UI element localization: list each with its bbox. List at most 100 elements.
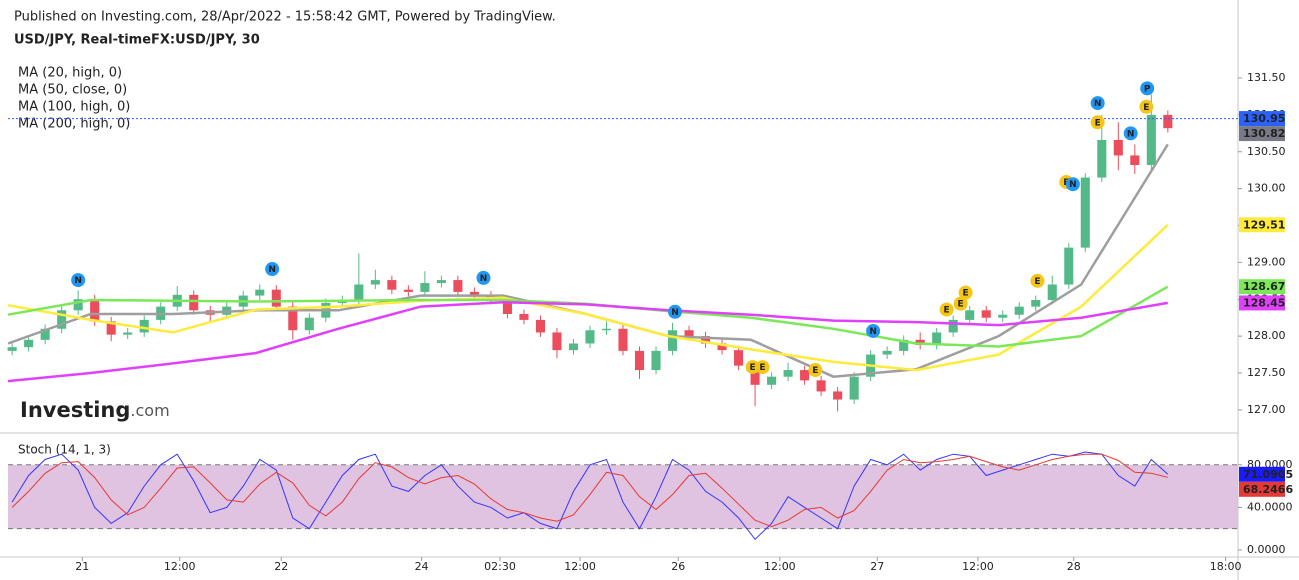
event-marker [1090,115,1105,130]
candle-body [1113,139,1123,156]
event-label: N [480,274,488,284]
candle-body [783,370,793,377]
ma-last-label: 129.51 [1243,218,1285,231]
event-label: N [1094,99,1102,109]
stoch-last-label-bg [1239,466,1285,482]
event-label: N [268,265,276,275]
event-label: E [944,306,950,316]
event-label: P [1144,84,1151,94]
candle-body [403,289,413,292]
watermark: Investing.com [20,398,170,422]
event-marker [1140,81,1155,96]
candle-body [420,283,430,292]
candle-body [7,347,17,351]
event-label: E [963,289,969,299]
event-label: E [812,366,818,376]
candle-body [1047,284,1057,300]
candle-body [965,310,975,320]
event-marker [953,296,968,311]
event-label: E [1143,103,1149,113]
candle-body [255,289,265,296]
event-label: N [1069,180,1077,190]
event-label: E [1095,118,1101,128]
event-marker [745,360,760,375]
event-marker [808,363,823,378]
last-price-label-bg [1239,126,1285,142]
x-tick-label: 12:00 [164,560,196,573]
y-tick-label: 131.50 [1247,71,1286,84]
x-tick-label: 26 [671,560,685,573]
x-tick-label: 02:30 [484,560,516,573]
candle-body [882,350,892,355]
candle-body [288,306,298,331]
candle-body [684,330,694,337]
candle-body [1163,114,1173,129]
price-line-label: 130.95 [1243,112,1285,125]
candle-body [816,380,826,392]
event-marker [1139,99,1154,114]
candle-body [1097,139,1107,178]
candle-body [667,330,678,351]
x-tick-label: 21 [75,560,89,573]
candle-body [981,310,991,318]
candle-body [1130,155,1140,166]
stoch-line [11,453,1168,528]
price-line-label-bg [1239,111,1285,127]
legend-entry: MA (20, high, 0) [18,66,122,81]
y-tick-label: 127.50 [1247,366,1286,379]
candle-body [354,284,364,300]
candle-body [585,330,595,344]
candle-body [948,319,958,333]
candle-body [106,321,116,335]
candle-body [24,339,34,348]
event-label: E [1034,277,1040,287]
candle-body [734,350,744,366]
candle-body [502,299,512,315]
x-tick-label: 12:00 [962,560,994,573]
symbol-title: USD/JPY, Real-timeFX:USD/JPY, 30 [14,33,260,48]
event-label: E [750,363,756,373]
y-tick-label: 0.0000 [1247,543,1286,556]
event-marker [71,273,86,288]
event-marker [1090,96,1105,111]
y-tick-label: 130.00 [1247,182,1286,195]
legend-entry: MA (100, high, 0) [18,100,130,115]
candle-body [304,317,314,331]
x-tick-label: 22 [274,560,288,573]
moving-average [7,223,1169,372]
published-note: Published on Investing.com, 28/Apr/2022 … [14,10,556,25]
candle-body [139,319,149,333]
event-marker [1123,126,1138,141]
watermark-suffix: .com [130,401,169,420]
watermark-brand: Investing [20,398,130,422]
candle-body [849,376,859,400]
y-tick-label: 130.50 [1247,145,1286,158]
candle-body [1080,177,1090,248]
candle-body [800,370,810,381]
event-label: N [869,327,877,337]
event-label: N [1127,129,1135,139]
last-price-label: 130.82 [1243,127,1285,140]
y-tick-label: 40.0000 [1247,500,1293,513]
candle-body [899,339,909,351]
event-marker [265,262,280,277]
stoch-last-label-bg [1239,481,1285,497]
candle-body [519,314,529,320]
y-tick-label: 127.00 [1247,403,1286,416]
ma-last-label-bg [1239,217,1285,233]
x-tick-label: 24 [415,560,429,573]
event-label: N [671,308,679,318]
candle-body [634,350,645,371]
candle-body [123,332,133,335]
ma-last-label-bg [1239,279,1285,295]
candle-body [90,299,100,322]
candle-body [189,294,199,311]
event-marker [476,270,491,285]
event-label: N [74,276,82,286]
candle-body [568,343,579,351]
stoch-last-label: 71.0905 [1243,468,1293,481]
candle-body [453,280,463,292]
stoch-last-label: 68.2466 [1243,483,1293,496]
